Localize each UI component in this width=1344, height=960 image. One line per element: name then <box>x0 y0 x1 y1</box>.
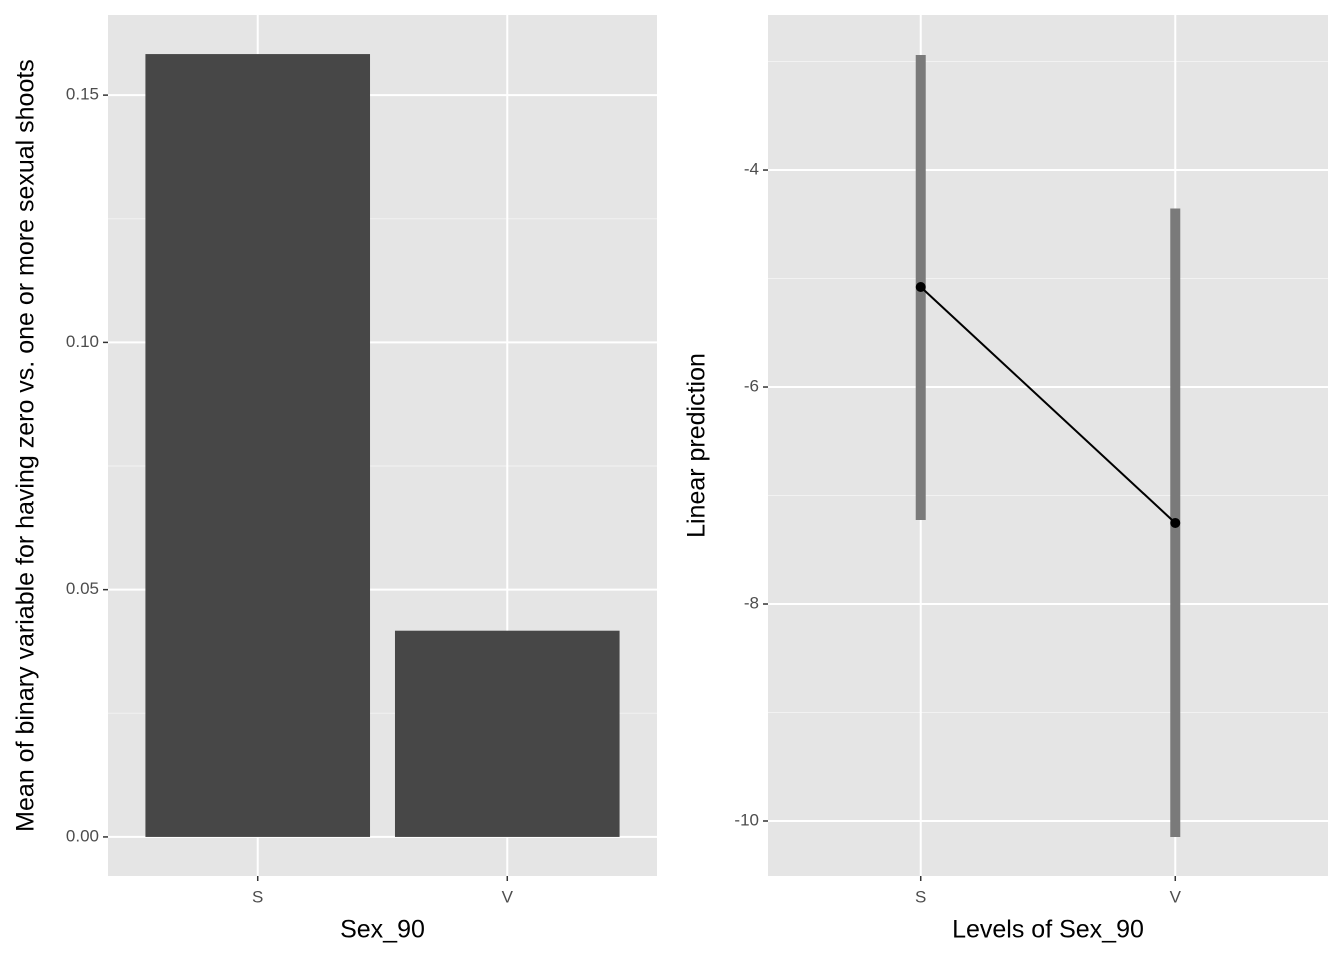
x-tick-label: S <box>915 887 926 906</box>
y-tick-label: 0.05 <box>66 579 99 598</box>
x-axis-title: Levels of Sex_90 <box>952 916 1144 944</box>
y-tick-label: -8 <box>744 593 759 612</box>
y-tick-label: 0.15 <box>66 85 99 104</box>
panel-background <box>768 15 1328 876</box>
y-axis-title: Mean of binary variable for having zero … <box>12 59 40 832</box>
bar <box>394 630 620 837</box>
x-axis-title: Sex_90 <box>340 916 425 944</box>
y-tick-label: 0.10 <box>66 332 99 351</box>
y-tick-label: -10 <box>734 810 759 829</box>
y-tick-label: -6 <box>744 377 759 396</box>
y-axis-title: Linear prediction <box>683 353 711 538</box>
y-tick-label: -4 <box>744 160 759 179</box>
x-tick-label: V <box>1170 887 1182 906</box>
point <box>1170 517 1181 528</box>
y-tick-label: 0.00 <box>66 826 99 845</box>
x-tick-label: S <box>252 887 263 906</box>
point <box>915 281 926 292</box>
line <box>920 286 1176 524</box>
x-tick-label: V <box>502 887 514 906</box>
bar <box>145 54 371 837</box>
